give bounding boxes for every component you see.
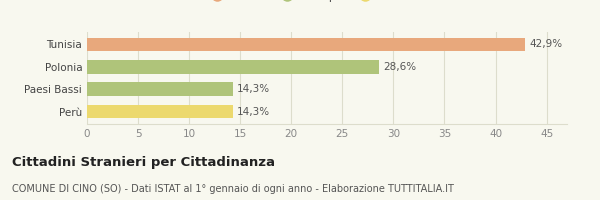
Bar	[87, 82, 233, 96]
Text: 42,9%: 42,9%	[529, 39, 562, 49]
Text: 14,3%: 14,3%	[237, 84, 270, 94]
Text: 14,3%: 14,3%	[237, 107, 270, 117]
Bar	[87, 60, 379, 74]
Text: Cittadini Stranieri per Cittadinanza: Cittadini Stranieri per Cittadinanza	[12, 156, 275, 169]
Bar	[87, 38, 525, 51]
Legend: Africa, Europa, America: Africa, Europa, America	[200, 0, 434, 7]
Bar	[87, 105, 233, 118]
Text: COMUNE DI CINO (SO) - Dati ISTAT al 1° gennaio di ogni anno - Elaborazione TUTTI: COMUNE DI CINO (SO) - Dati ISTAT al 1° g…	[12, 184, 454, 194]
Text: 28,6%: 28,6%	[383, 62, 416, 72]
